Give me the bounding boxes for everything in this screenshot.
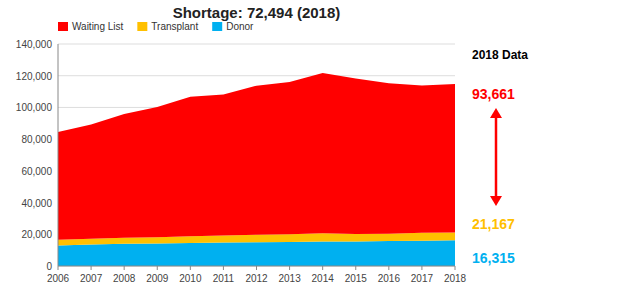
legend-label: Waiting List xyxy=(72,21,124,32)
x-tick xyxy=(289,266,290,270)
legend-swatch xyxy=(212,22,222,31)
y-tick-label: 80,000 xyxy=(21,134,52,145)
y-tick-label: 100,000 xyxy=(16,102,53,113)
legend: Waiting List Transplant Donor xyxy=(58,21,254,32)
x-tick-label: 2007 xyxy=(80,273,103,284)
x-tick xyxy=(58,266,59,270)
x-tick-label: 2009 xyxy=(146,273,169,284)
grid-line xyxy=(58,75,455,76)
arrow-shaft xyxy=(495,116,498,198)
x-tick-label: 2014 xyxy=(312,273,335,284)
y-tick-label: 0 xyxy=(46,261,52,272)
x-tick xyxy=(157,266,158,270)
annotation: 93,661 xyxy=(472,86,515,102)
x-tick-label: 2010 xyxy=(179,273,202,284)
x-tick xyxy=(355,266,356,270)
x-tick xyxy=(455,266,456,270)
y-axis xyxy=(58,44,59,266)
annotation: 16,315 xyxy=(472,250,515,266)
area xyxy=(58,73,455,240)
x-tick-label: 2011 xyxy=(213,273,235,284)
title: Shortage: 72,494 (2018) xyxy=(173,4,341,21)
x-tick-label: 2015 xyxy=(345,273,368,284)
x-tick-label: 2008 xyxy=(113,273,136,284)
y-tick-label: 120,000 xyxy=(16,71,53,82)
x-tick-label: 2016 xyxy=(378,273,401,284)
x-tick xyxy=(256,266,257,270)
x-tick xyxy=(91,266,92,270)
y-tick-label: 20,000 xyxy=(21,229,52,240)
x-tick xyxy=(124,266,125,270)
arrow xyxy=(490,108,502,206)
x-tick-label: 2012 xyxy=(245,273,268,284)
x-tick-label: 2013 xyxy=(278,273,301,284)
x-tick-label: 2017 xyxy=(411,273,434,284)
area xyxy=(58,240,455,266)
x-tick xyxy=(223,266,224,270)
arrow-head xyxy=(490,196,502,206)
x-tick xyxy=(322,266,323,270)
x-tick xyxy=(190,266,191,270)
annotation: 21,167 xyxy=(472,216,515,232)
annotation: 2018 Data xyxy=(472,48,528,62)
legend-swatch xyxy=(58,22,68,31)
x-tick-label: 2018 xyxy=(444,273,467,284)
grid xyxy=(58,44,455,266)
arrow-head xyxy=(490,108,502,118)
legend-label: Donor xyxy=(226,21,254,32)
x-tick-label: 2006 xyxy=(47,273,70,284)
x-tick xyxy=(388,266,389,270)
chart: Shortage: 72,494 (2018) 0 20,000 40,000 60,0… xyxy=(0,0,640,294)
legend-swatch xyxy=(137,22,147,31)
x-tick xyxy=(421,266,422,270)
grid-line xyxy=(58,44,455,45)
y-tick-label: 60,000 xyxy=(21,166,52,177)
legend-label: Transplant xyxy=(151,21,198,32)
y-tick-label: 40,000 xyxy=(21,198,52,209)
areas xyxy=(58,73,455,266)
y-tick-label: 140,000 xyxy=(16,39,53,50)
